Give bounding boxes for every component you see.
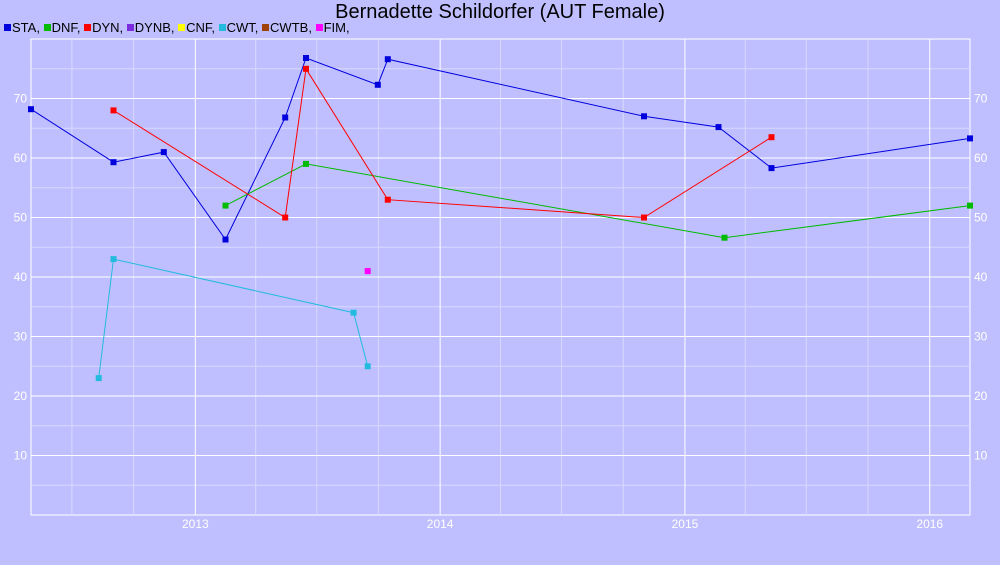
y-tick-label-left: 50 xyxy=(14,211,28,225)
x-tick-label: 2015 xyxy=(672,517,699,531)
legend-item: DYNB, xyxy=(126,20,175,35)
data-point-dyn xyxy=(384,196,391,203)
legend-label: CWTB, xyxy=(270,20,312,35)
data-point-sta xyxy=(967,135,973,142)
data-point-sta xyxy=(110,159,117,166)
x-tick-label: 2016 xyxy=(916,517,943,531)
data-point-dyn xyxy=(303,65,309,72)
y-tick-label-left: 30 xyxy=(14,330,28,344)
data-point-sta xyxy=(715,124,722,131)
legend-label: FIM, xyxy=(323,20,350,35)
y-tick-label-right: 60 xyxy=(974,151,988,165)
data-point-sta xyxy=(28,106,34,113)
legend-swatch xyxy=(84,24,92,31)
x-tick-label: 2013 xyxy=(182,517,209,531)
legend-label: CWT, xyxy=(226,20,259,35)
y-tick-label-right: 40 xyxy=(974,270,988,284)
series-line-sta xyxy=(30,57,971,241)
series-line-dyn xyxy=(113,67,772,219)
legend-swatch xyxy=(178,24,186,31)
data-point-fim xyxy=(364,268,371,275)
data-point-cwt xyxy=(350,309,357,316)
data-point-sta xyxy=(282,114,289,121)
legend-label: DNF, xyxy=(51,20,81,35)
data-point-dyn xyxy=(282,214,289,221)
data-point-dyn xyxy=(768,134,775,141)
y-tick-label-left: 60 xyxy=(14,151,28,165)
data-point-sta xyxy=(768,165,775,172)
data-point-dnf xyxy=(303,160,309,167)
data-point-cwt xyxy=(95,375,102,382)
legend-swatch xyxy=(43,24,51,31)
data-point-dnf xyxy=(222,202,229,209)
legend-swatch xyxy=(262,24,270,31)
y-tick-label-right: 30 xyxy=(974,330,988,344)
legend-swatch xyxy=(126,24,134,31)
chart-legend: STA, DNF, DYN, DYNB, CNF, CWT, CWTB, FIM… xyxy=(4,20,350,35)
y-tick-label-left: 10 xyxy=(14,449,28,463)
data-point-sta xyxy=(160,149,167,156)
y-tick-label-right: 20 xyxy=(974,389,988,403)
y-tick-label-right: 50 xyxy=(974,211,988,225)
data-point-sta xyxy=(374,81,381,88)
legend-item: STA, xyxy=(4,20,40,35)
data-point-sta xyxy=(222,236,229,243)
data-point-dnf xyxy=(721,234,728,241)
y-tick-label-left: 70 xyxy=(14,92,28,106)
data-point-sta xyxy=(641,113,647,120)
y-tick-label-right: 10 xyxy=(974,449,988,463)
legend-swatch xyxy=(218,24,226,31)
legend-swatch xyxy=(4,24,11,31)
chart-title: Bernadette Schildorfer (AUT Female) xyxy=(335,1,665,23)
legend-label: STA, xyxy=(12,20,40,35)
legend-item: CWT, xyxy=(218,20,259,35)
series-line-cwt xyxy=(98,258,369,379)
data-point-dyn xyxy=(110,107,117,114)
y-tick-label-right: 70 xyxy=(974,92,988,106)
legend-swatch xyxy=(315,24,323,31)
data-point-dnf xyxy=(967,202,973,209)
legend-label: CNF, xyxy=(186,20,216,35)
legend-item: DNF, xyxy=(43,20,81,35)
legend-label: DYNB, xyxy=(134,20,175,35)
y-tick-label-left: 40 xyxy=(14,270,28,284)
data-point-sta xyxy=(303,55,309,61)
data-point-cwt xyxy=(110,256,117,263)
x-tick-label: 2014 xyxy=(427,517,454,531)
data-point-cwt xyxy=(364,363,371,370)
legend-item: CNF, xyxy=(178,20,215,35)
data-point-sta xyxy=(384,56,391,63)
legend-item: DYN, xyxy=(84,20,123,35)
series-line-dnf xyxy=(225,163,971,239)
legend-item: FIM, xyxy=(315,20,350,35)
legend-item: CWTB, xyxy=(262,20,312,35)
y-tick-label-left: 20 xyxy=(14,389,28,403)
legend-label: DYN, xyxy=(92,20,124,35)
data-point-dyn xyxy=(641,214,647,221)
